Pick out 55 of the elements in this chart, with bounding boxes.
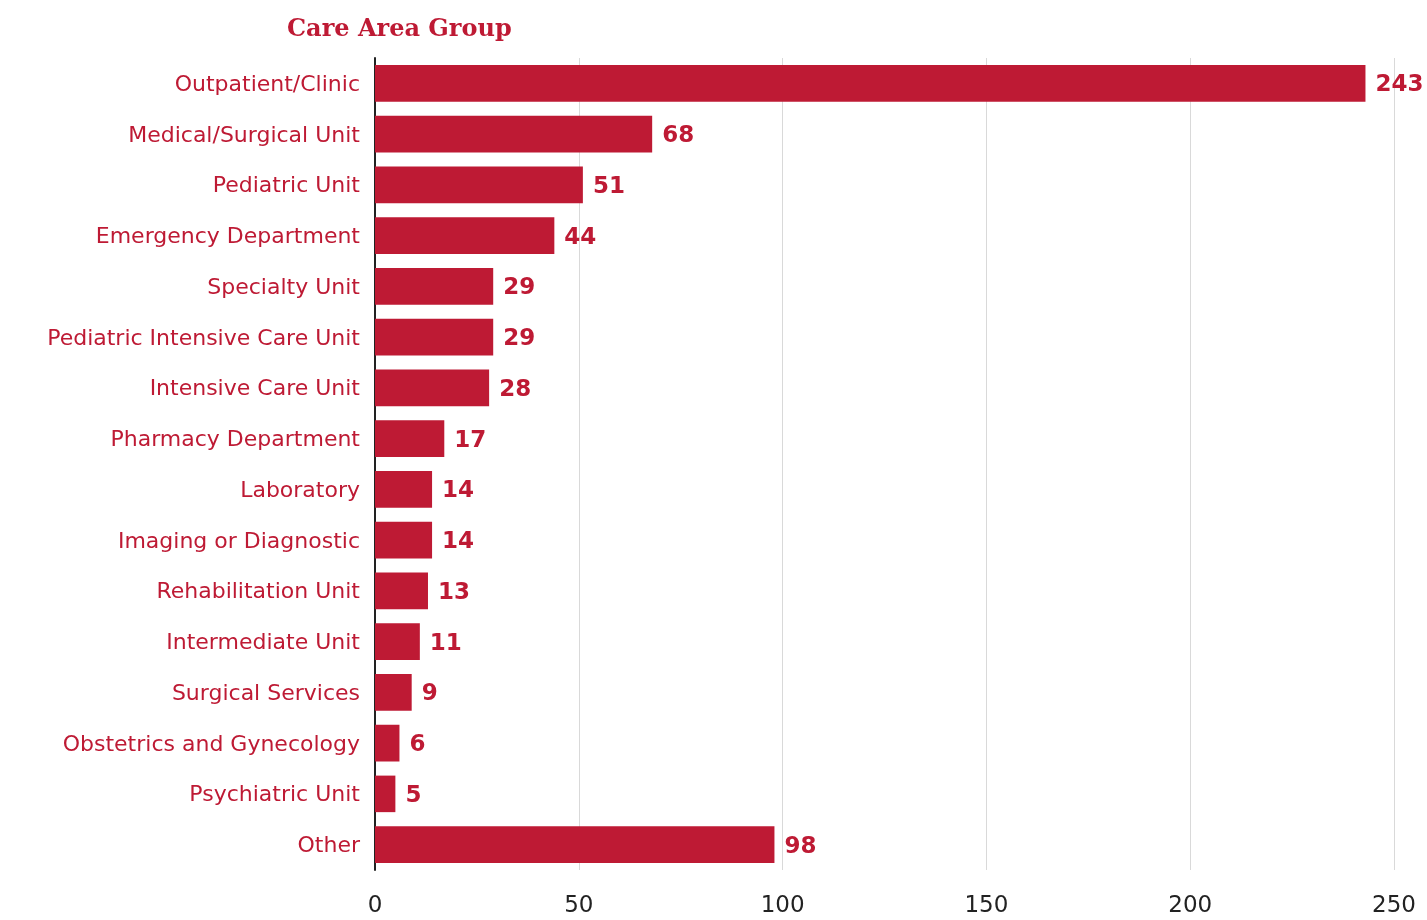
y-tick-label: Medical/Surgical Unit bbox=[128, 121, 361, 147]
data-label: 243 bbox=[1375, 70, 1424, 97]
data-label: 14 bbox=[442, 476, 475, 503]
data-label: 9 bbox=[421, 679, 438, 706]
bar bbox=[375, 674, 412, 711]
data-label: 17 bbox=[454, 425, 487, 452]
y-tick-label: Imaging or Diagnostic bbox=[117, 527, 360, 553]
data-label: 14 bbox=[442, 527, 475, 554]
y-tick-label: Laboratory bbox=[240, 476, 360, 502]
x-tick-label: 100 bbox=[760, 890, 805, 917]
bar bbox=[375, 115, 653, 153]
data-label: 11 bbox=[429, 628, 462, 655]
bar bbox=[375, 623, 420, 660]
data-label: 13 bbox=[437, 577, 470, 604]
y-tick-label: Outpatient/Clinic bbox=[174, 70, 360, 96]
y-tick-label: Other bbox=[297, 832, 361, 858]
data-label: 29 bbox=[503, 273, 536, 300]
y-tick-label: Psychiatric Unit bbox=[189, 781, 361, 807]
bar bbox=[375, 521, 433, 559]
bar bbox=[375, 65, 1366, 102]
data-label: 68 bbox=[662, 121, 695, 148]
data-label: 44 bbox=[564, 222, 597, 249]
y-tick-label: Pediatric Unit bbox=[212, 172, 361, 198]
chart-title: Care Area Group bbox=[287, 12, 512, 42]
y-tick-label: Pharmacy Department bbox=[110, 426, 361, 452]
bar bbox=[375, 268, 494, 305]
y-tick-label: Emergency Department bbox=[95, 223, 361, 249]
data-label: 51 bbox=[592, 171, 625, 198]
y-tick-label: Pediatric Intensive Care Unit bbox=[47, 324, 361, 350]
x-tick-label: 200 bbox=[1168, 890, 1213, 917]
data-label: 5 bbox=[405, 780, 422, 807]
y-tick-label: Rehabilitation Unit bbox=[156, 578, 361, 604]
y-tick-label: Surgical Services bbox=[171, 679, 360, 705]
data-label: 6 bbox=[409, 730, 426, 757]
bar bbox=[375, 572, 428, 610]
data-label: 29 bbox=[503, 324, 536, 351]
x-tick-label: 50 bbox=[564, 890, 594, 917]
bar bbox=[375, 724, 400, 762]
bar bbox=[375, 471, 433, 508]
y-tick-label: Specialty Unit bbox=[207, 273, 361, 299]
bar bbox=[375, 166, 583, 204]
bar bbox=[375, 826, 775, 863]
data-label: 98 bbox=[784, 831, 817, 858]
bar bbox=[375, 217, 555, 254]
y-tick-label: Obstetrics and Gynecology bbox=[62, 730, 360, 756]
x-tick-label: 150 bbox=[964, 890, 1009, 917]
x-tick-label: 0 bbox=[367, 890, 383, 917]
bar bbox=[375, 420, 445, 457]
y-tick-label: Intensive Care Unit bbox=[149, 375, 361, 401]
bar bbox=[375, 775, 396, 813]
x-tick-label: 250 bbox=[1372, 890, 1416, 917]
data-label: 28 bbox=[499, 374, 532, 401]
y-tick-label: Intermediate Unit bbox=[166, 629, 361, 655]
bar bbox=[375, 369, 490, 407]
bar bbox=[375, 318, 494, 356]
